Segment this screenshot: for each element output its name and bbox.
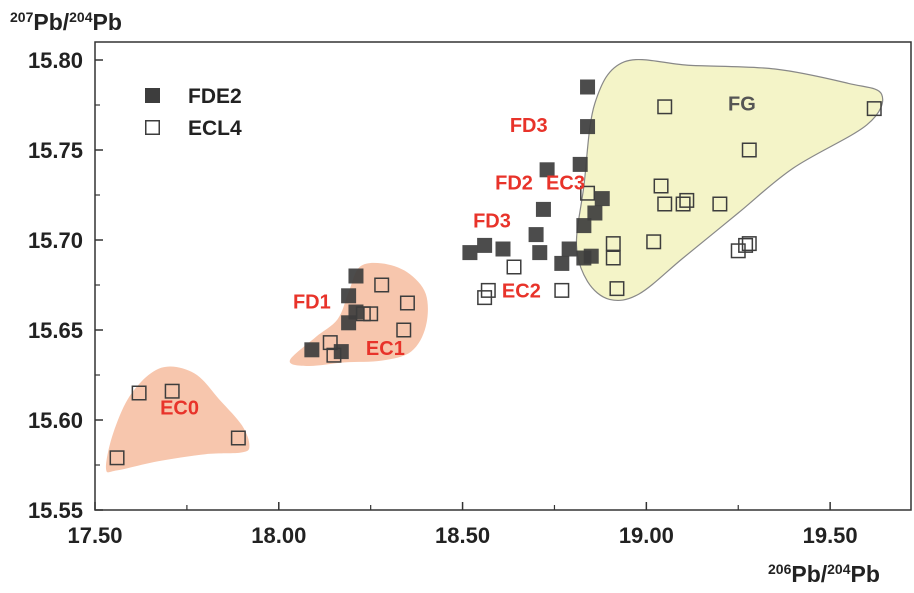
- data-point: [532, 245, 548, 261]
- legend-label-fde2: FDE2: [188, 85, 242, 108]
- x-axis-title-sup2: 204: [827, 561, 851, 577]
- region-label-fd2: FD2: [495, 173, 533, 195]
- y-tick-label: 15.75: [28, 138, 83, 163]
- legend: FDE2 ECL4: [145, 85, 242, 140]
- data-point: [399, 295, 415, 311]
- region-field-2: [575, 58, 884, 302]
- x-axis-title-part2: Pb: [851, 561, 880, 587]
- y-axis-title-part2: Pb: [93, 9, 122, 35]
- data-point: [477, 237, 493, 253]
- x-tick-label: 18.50: [435, 523, 490, 548]
- data-point: [580, 79, 596, 95]
- data-point: [580, 119, 596, 135]
- data-point: [741, 142, 757, 158]
- legend-label-ecl4: ECL4: [188, 117, 242, 140]
- data-point: [587, 205, 603, 221]
- y-tick-label: 15.55: [28, 498, 83, 523]
- data-point: [341, 288, 357, 304]
- data-point: [131, 385, 147, 401]
- data-point: [396, 322, 412, 338]
- y-tick-label: 15.80: [28, 48, 83, 73]
- data-point: [535, 201, 551, 217]
- data-point: [594, 191, 610, 207]
- data-point: [355, 306, 371, 322]
- data-point: [322, 335, 338, 351]
- data-point: [675, 196, 691, 212]
- data-point: [304, 342, 320, 358]
- region-label-ec0: EC0: [160, 398, 199, 420]
- region-label-ec3: EC3: [546, 173, 585, 195]
- x-tick-label: 18.00: [251, 523, 306, 548]
- x-axis-title-sup1: 206: [768, 561, 792, 577]
- region-label-fg: FG: [728, 93, 756, 115]
- data-point: [561, 241, 577, 257]
- series-ecl4: [109, 99, 882, 466]
- plot-frame: [94, 41, 912, 511]
- data-point: [605, 250, 621, 266]
- region-label-ec2: EC2: [502, 281, 541, 303]
- x-tick-label: 17.50: [67, 523, 122, 548]
- data-point: [462, 245, 478, 261]
- x-tick-label: 19.00: [619, 523, 674, 548]
- region-label-fd3: FD3: [473, 210, 511, 232]
- data-point: [580, 185, 596, 201]
- data-point: [866, 101, 882, 117]
- legend-marker-fde2: [145, 88, 160, 103]
- region-label-fd1: FD1: [293, 291, 331, 313]
- data-point: [576, 218, 592, 234]
- data-point: [348, 268, 364, 284]
- data-point: [164, 383, 180, 399]
- data-point: [657, 196, 673, 212]
- data-point: [554, 282, 570, 298]
- data-point: [506, 259, 522, 275]
- data-point: [712, 196, 728, 212]
- data-point: [738, 237, 754, 253]
- data-point: [477, 290, 493, 306]
- data-point: [741, 236, 757, 252]
- x-tick-label: 19.50: [803, 523, 858, 548]
- data-point: [657, 99, 673, 115]
- data-point: [554, 255, 570, 271]
- data-point: [326, 347, 342, 363]
- y-axis-title-part1: Pb/: [33, 9, 69, 35]
- y-tick-label: 15.60: [28, 408, 83, 433]
- data-point: [109, 450, 125, 466]
- data-point: [679, 192, 695, 208]
- axis-ticks: 17.50 18.00 18.50 19.00 19.50 15.55 15.60 15.65…: [28, 48, 858, 548]
- data-point: [341, 315, 357, 331]
- y-axis-title-sup2: 204: [69, 9, 93, 25]
- data-point: [653, 178, 669, 194]
- series-fde2: [304, 79, 610, 360]
- data-point: [230, 430, 246, 446]
- legend-marker-ecl4: [145, 120, 160, 135]
- data-point: [495, 241, 511, 257]
- region-field-0: [105, 366, 250, 473]
- region-labels: FD3 FD2 EC3 FD3 EC2 FD1 EC1 EC0 FG: [160, 93, 756, 419]
- data-point: [539, 162, 555, 178]
- data-points: [109, 79, 882, 466]
- data-point: [374, 277, 390, 293]
- y-tick-label: 15.70: [28, 228, 83, 253]
- region-label-fd3: FD3: [510, 115, 548, 137]
- data-point: [609, 281, 625, 297]
- x-axis-title-part1: Pb/: [791, 561, 827, 587]
- data-point: [646, 234, 662, 250]
- data-point: [528, 227, 544, 243]
- x-axis-title: 206Pb/204Pb: [768, 561, 880, 587]
- y-axis-title: 207Pb/204Pb: [10, 9, 122, 35]
- field-regions: [105, 58, 884, 473]
- data-point: [583, 248, 599, 264]
- data-point: [605, 236, 621, 252]
- region-label-ec1: EC1: [366, 338, 405, 360]
- y-axis-title-sup1: 207: [10, 9, 34, 25]
- y-tick-label: 15.65: [28, 318, 83, 343]
- data-point: [572, 156, 588, 172]
